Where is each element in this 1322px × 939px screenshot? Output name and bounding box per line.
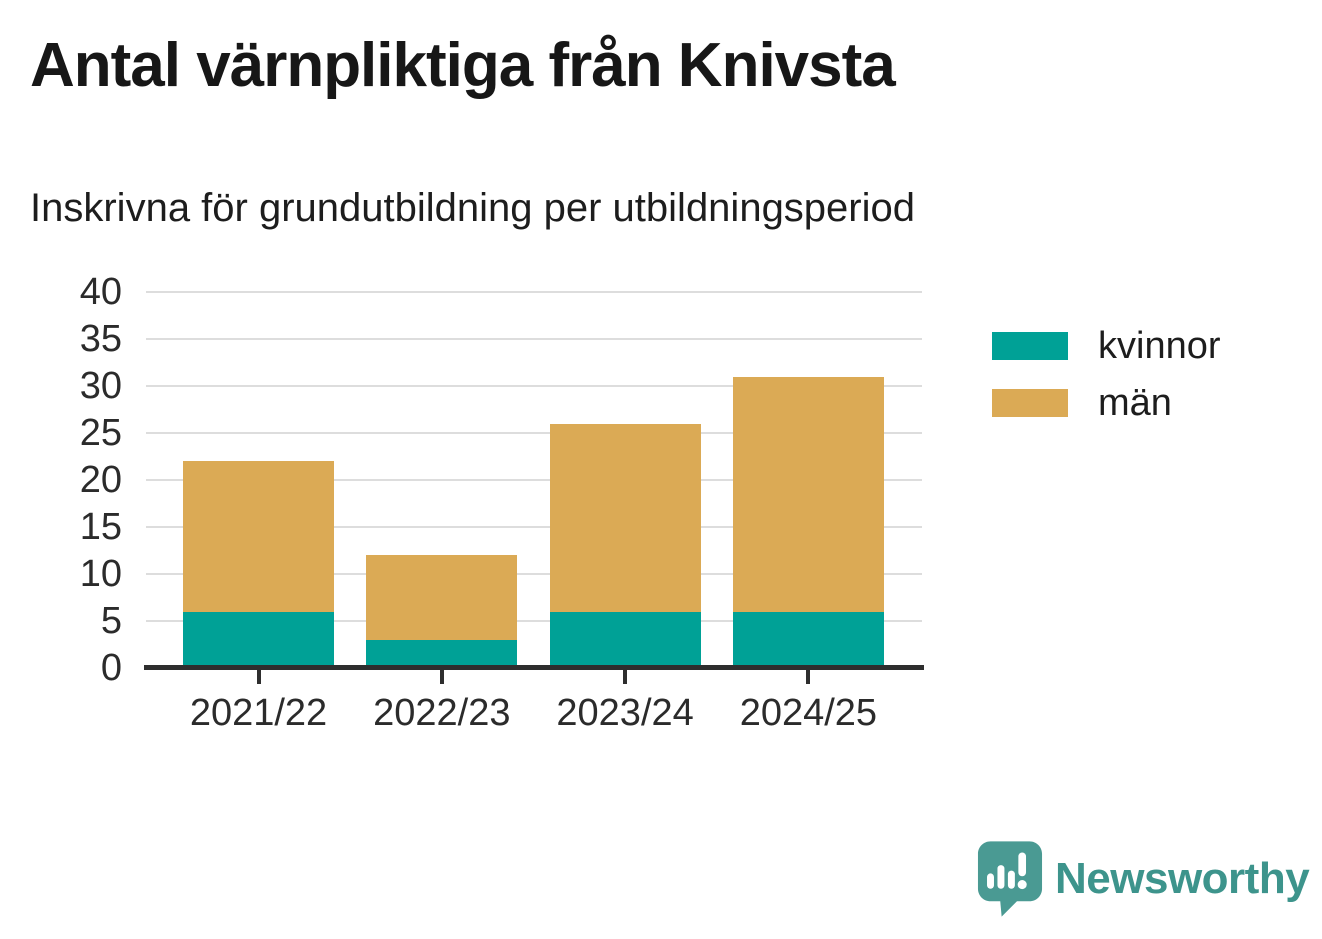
x-axis-tick (439, 669, 444, 684)
x-axis-tick (256, 669, 261, 684)
x-axis-line (144, 665, 924, 670)
y-tick-label: 0 (100, 647, 122, 689)
gridline (146, 432, 922, 434)
x-tick-label: 2021/22 (189, 692, 328, 734)
y-tick-label: 40 (79, 271, 122, 313)
bar-segment-kvinnor (732, 611, 884, 668)
legend-item-kvinnor: kvinnor (992, 325, 1221, 367)
x-axis-tick (623, 669, 628, 684)
bar-segment-män (732, 376, 884, 612)
kvinnor-swatch (992, 332, 1068, 360)
x-tick-label: 2023/24 (556, 692, 694, 734)
bar-segment-kvinnor (366, 639, 518, 668)
gridline (146, 526, 922, 528)
y-tick-label: 20 (79, 459, 122, 501)
legend-label: kvinnor (1098, 324, 1221, 367)
gridline (146, 479, 922, 481)
legend: kvinnor män (992, 325, 1221, 446)
gridline (146, 573, 922, 575)
gridline (146, 291, 922, 293)
y-tick-label: 30 (79, 365, 122, 407)
gridline (146, 385, 922, 387)
bar-segment-män (549, 423, 701, 612)
y-tick-label: 10 (79, 553, 122, 595)
y-tick-label: 35 (79, 318, 122, 360)
y-tick-label: 15 (79, 506, 122, 548)
bar-segment-kvinnor (183, 611, 334, 668)
y-tick-label: 5 (100, 600, 122, 642)
x-tick-label: 2024/25 (739, 692, 878, 734)
x-axis-tick (806, 669, 811, 684)
chart-title: Antal värnpliktiga från Knivsta (30, 31, 896, 100)
speech-bubble-bar-chart-icon (977, 841, 1043, 917)
y-tick-label: 25 (79, 412, 122, 454)
man-swatch (992, 389, 1068, 417)
gridline (146, 620, 922, 622)
chart-subtitle: Inskrivna för grundutbildning per utbild… (30, 186, 915, 230)
x-tick-label: 2022/23 (373, 692, 511, 734)
bar-segment-män (366, 555, 518, 640)
legend-label: män (1098, 381, 1172, 424)
gridline (146, 338, 922, 340)
legend-item-man: män (992, 382, 1221, 424)
newsworthy-logo: Newsworthy (975, 840, 1310, 918)
bar-segment-kvinnor (549, 611, 701, 668)
newsworthy-wordmark: Newsworthy (1055, 854, 1310, 903)
bar-segment-män (183, 461, 334, 612)
